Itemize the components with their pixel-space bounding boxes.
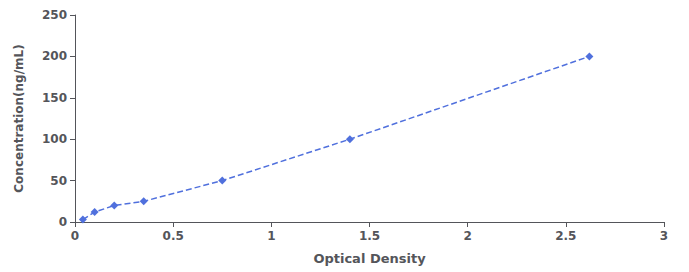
svg-text:0: 0 <box>71 229 79 243</box>
svg-text:0: 0 <box>59 215 67 229</box>
svg-text:250: 250 <box>42 8 67 22</box>
svg-text:200: 200 <box>42 49 67 63</box>
svg-text:3: 3 <box>660 229 668 243</box>
svg-text:1.5: 1.5 <box>359 229 380 243</box>
svg-text:Concentration(ng/mL): Concentration(ng/mL) <box>12 44 26 192</box>
svg-text:2: 2 <box>463 229 471 243</box>
svg-text:150: 150 <box>42 91 67 105</box>
svg-text:50: 50 <box>50 174 67 188</box>
svg-text:2.5: 2.5 <box>555 229 576 243</box>
svg-text:Optical Density: Optical Density <box>313 251 426 266</box>
svg-text:0.5: 0.5 <box>163 229 184 243</box>
svg-text:1: 1 <box>267 229 275 243</box>
svg-text:100: 100 <box>42 132 67 146</box>
